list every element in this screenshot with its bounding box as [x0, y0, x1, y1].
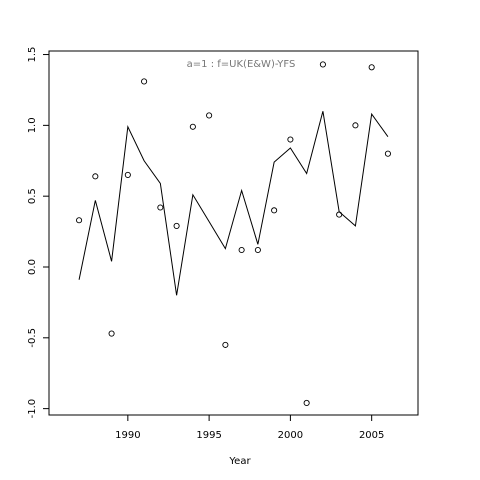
- y-tick-label: -0.5: [27, 328, 38, 348]
- data-point: [92, 173, 99, 180]
- data-point: [108, 330, 115, 337]
- plot-frame: [48, 50, 419, 416]
- data-point: [173, 222, 180, 229]
- data-point: [141, 78, 148, 85]
- data-point: [254, 246, 261, 254]
- x-tick-label: 1995: [196, 430, 221, 441]
- data-point: [352, 122, 359, 129]
- y-tick-label: -1.0: [27, 399, 38, 419]
- y-tick-label: 0.5: [27, 188, 38, 204]
- x-axis-label: Year: [228, 456, 251, 467]
- data-point: [319, 61, 326, 68]
- data-point: [76, 217, 83, 224]
- y-tick-label: 0.0: [27, 259, 38, 275]
- data-point: [238, 246, 245, 254]
- y-tick-label: 1.5: [27, 47, 38, 63]
- data-point: [303, 399, 310, 407]
- data-point: [384, 150, 391, 157]
- x-tick-label: 2000: [278, 430, 303, 441]
- data-point: [189, 123, 196, 130]
- data-point: [157, 204, 164, 211]
- chart-title: a=1 : f=UK(E&W)-YFS: [187, 59, 296, 70]
- data-point: [124, 171, 131, 178]
- x-tick-label: 2005: [359, 430, 384, 441]
- data-point: [222, 341, 229, 348]
- data-point: [336, 211, 343, 218]
- y-tick-label: 1.0: [27, 117, 38, 133]
- data-point: [287, 136, 294, 143]
- data-line: [78, 111, 389, 296]
- x-tick-label: 1990: [115, 430, 140, 441]
- data-point: [206, 112, 213, 119]
- data-point: [271, 207, 278, 214]
- data-point: [368, 64, 375, 71]
